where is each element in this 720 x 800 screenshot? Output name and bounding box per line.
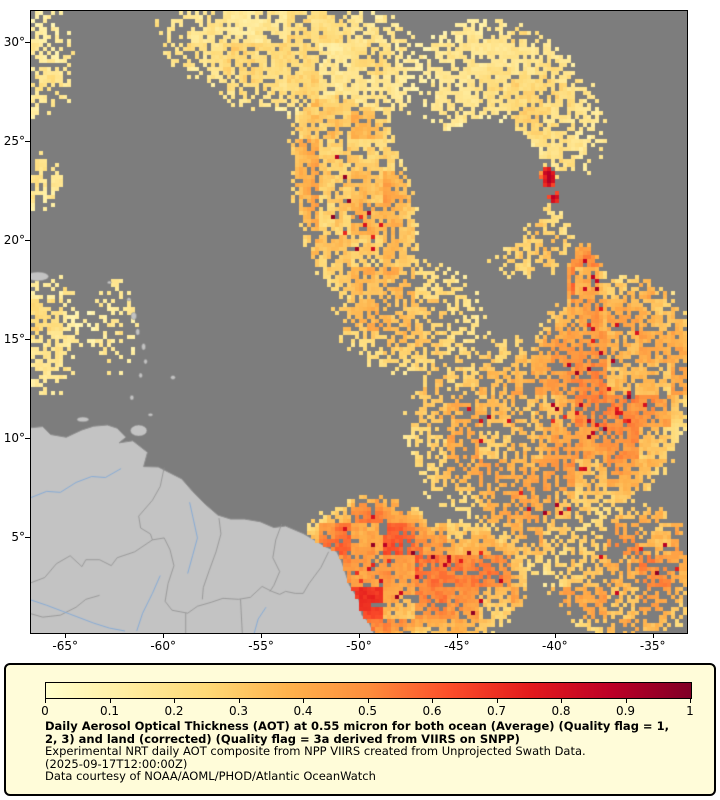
- lon-tick-label: -35°: [639, 639, 666, 653]
- colorbar-tick-mark: [496, 699, 498, 703]
- colorbar-tick-mark: [561, 699, 562, 703]
- lon-tick-label: -45°: [444, 639, 470, 653]
- lon-tick-label: -55°: [248, 639, 274, 653]
- lon-tick-mark: [456, 633, 458, 638]
- colorbar-tick-mark: [625, 699, 627, 703]
- colorbar-tick-mark: [432, 699, 433, 703]
- colorbar-tick-label: 0.6: [422, 704, 442, 718]
- colorbar-tick-label: 0.1: [99, 704, 120, 718]
- colorbar-tick-mark: [367, 699, 369, 703]
- caption-block: Daily Aerosol Optical Thickness (AOT) at…: [45, 720, 669, 783]
- lon-tick-mark: [358, 633, 360, 638]
- colorbar-tick-label: 0.5: [357, 704, 378, 718]
- lon-tick-mark: [163, 633, 165, 638]
- lat-tick-mark: [25, 41, 30, 43]
- lon-tick-label: -65°: [52, 639, 79, 653]
- colorbar-tick-mark: [109, 699, 111, 703]
- lon-tick-mark: [652, 633, 654, 638]
- lon-tick-label: -60°: [150, 639, 176, 653]
- lat-tick-label: 25°: [3, 133, 25, 148]
- colorbar-tick-label: 0.9: [615, 704, 636, 718]
- colorbar-tick-label: 0: [41, 704, 49, 718]
- lon-tick-mark: [65, 633, 67, 638]
- colorbar-tick-label: 0.3: [228, 704, 249, 718]
- colorbar-tick-label: 0.2: [164, 704, 184, 718]
- caption-line-5: Data courtesy of NOAA/AOML/PHOD/Atlantic…: [45, 769, 376, 783]
- colorbar-tick-label: 0.7: [486, 704, 507, 718]
- colorbar-tick-label: 0.8: [551, 704, 571, 718]
- lat-tick-mark: [25, 338, 30, 340]
- colorbar-tick-mark: [45, 699, 46, 703]
- aot-map-canvas: [30, 10, 688, 634]
- lat-tick-label: 15°: [3, 331, 25, 346]
- lon-tick-label: -40°: [541, 639, 568, 653]
- colorbar-tick-label: 0.4: [293, 704, 313, 718]
- colorbar-tick-mark: [303, 699, 304, 703]
- caption-line-4: (2025-09-17T12:00:00Z): [45, 756, 188, 771]
- lat-tick-label: 5°: [11, 529, 25, 544]
- lat-tick-label: 30°: [3, 34, 25, 49]
- caption-line-1: Daily Aerosol Optical Thickness (AOT) at…: [45, 719, 669, 733]
- legend-panel: 0 0.1 0.2 0.3 0.4 0.5 0.6 0.7 0.8 0.9 1 Daily Aero…: [4, 663, 716, 796]
- colorbar-tick-label: 1: [686, 704, 694, 718]
- lon-tick-mark: [554, 633, 556, 638]
- colorbar-gradient: [45, 682, 692, 699]
- lat-tick-label: 20°: [3, 232, 25, 247]
- lat-tick-label: 10°: [3, 430, 25, 445]
- lon-tick-mark: [261, 633, 263, 638]
- caption-line-3: Experimental NRT daily AOT composite fro…: [45, 744, 586, 758]
- lat-tick-mark: [25, 140, 30, 142]
- lat-tick-mark: [25, 437, 30, 439]
- lat-tick-mark: [25, 239, 30, 241]
- colorbar-tick-mark: [690, 699, 691, 703]
- lat-tick-mark: [25, 536, 30, 538]
- caption-line-2: 2, 3) and land (corrected) (Quality flag…: [45, 731, 520, 746]
- lon-tick-label: -50°: [346, 639, 372, 653]
- colorbar-tick-mark: [174, 699, 175, 703]
- colorbar-tick-mark: [238, 699, 240, 703]
